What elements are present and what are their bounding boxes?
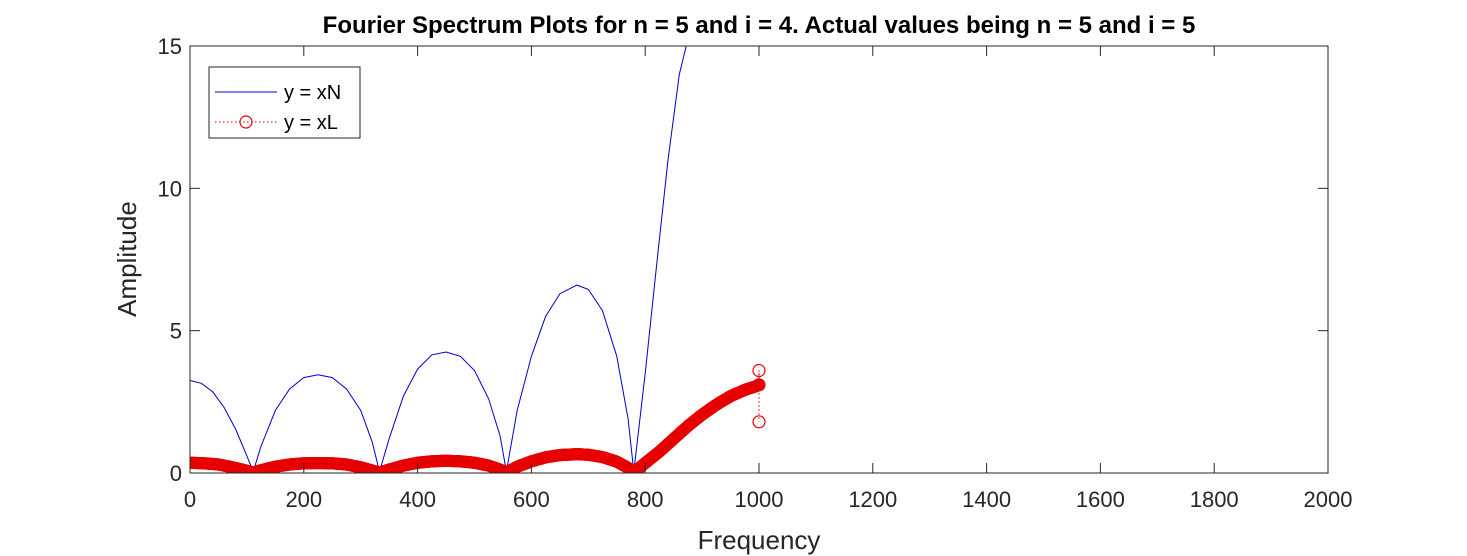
series-layer — [190, 46, 766, 473]
ticks-layer: 0 200 400 600 800 1000 1200 1400 1600 1800 2000 0 5 1… — [158, 34, 1353, 512]
x-tick-label: 1000 — [735, 487, 784, 512]
legend-marker-xL — [239, 115, 253, 129]
legend: y = xN y = xL — [208, 66, 361, 139]
x-tick-label: 800 — [627, 487, 664, 512]
marker-xL — [752, 415, 766, 429]
y-tick-label: 0 — [170, 461, 182, 486]
plot-area — [190, 46, 1328, 473]
y-tick-label: 5 — [170, 319, 182, 344]
x-tick-label: 1200 — [848, 487, 897, 512]
y-tick-label: 15 — [158, 34, 182, 59]
x-axis-label: Frequency — [698, 525, 821, 555]
legend-box — [208, 66, 361, 139]
y-tick-label: 10 — [158, 176, 182, 201]
x-tick-label: 2000 — [1304, 487, 1353, 512]
series-line-xN — [190, 46, 687, 473]
legend-label-xL: y = xL — [284, 112, 338, 134]
x-tick-label: 1400 — [962, 487, 1011, 512]
x-tick-label: 1600 — [1076, 487, 1125, 512]
y-axis-label: Amplitude — [112, 201, 142, 317]
chart-title: Fourier Spectrum Plots for n = 5 and i =… — [323, 12, 1196, 39]
x-tick-label: 200 — [285, 487, 322, 512]
x-tick-label: 400 — [399, 487, 436, 512]
legend-label-xN: y = xN — [284, 82, 341, 104]
x-tick-label: 0 — [184, 487, 196, 512]
series-markers-xL — [190, 363, 766, 473]
marker-xL — [752, 378, 766, 392]
x-tick-label: 1800 — [1190, 487, 1239, 512]
marker-xL — [752, 363, 766, 378]
x-tick-label: 600 — [513, 487, 550, 512]
